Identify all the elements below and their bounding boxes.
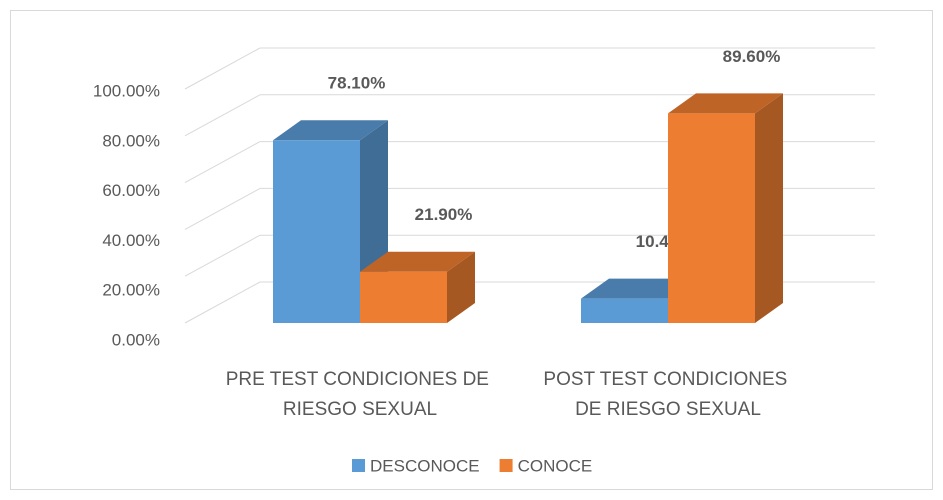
bar	[360, 251, 475, 323]
bar-side	[447, 251, 475, 323]
bar-side	[755, 93, 783, 323]
bar	[668, 93, 783, 323]
y-tick-label: 20.00%	[102, 281, 160, 300]
x-tick-label: POST TEST CONDICIONES DE RIESGO SEXUAL	[543, 369, 792, 420]
grid-line-side	[184, 47, 261, 90]
bar-top	[360, 251, 475, 272]
y-tick-label: 0.00%	[112, 330, 160, 349]
y-tick-label: 60.00%	[102, 181, 160, 200]
bar-top	[668, 93, 783, 114]
grid-line-side	[184, 94, 261, 137]
data-label: 21.90%	[415, 205, 473, 224]
legend-label: CONOCE	[518, 456, 593, 475]
grid-line-side	[184, 187, 261, 230]
legend-swatch	[499, 459, 513, 472]
legend-swatch	[352, 459, 365, 472]
grid-line-side	[184, 281, 261, 324]
bar-front	[668, 113, 755, 323]
y-tick-label: 100.00%	[93, 81, 160, 100]
y-tick-label: 40.00%	[102, 231, 160, 250]
bar-top	[273, 120, 388, 141]
grid-line-side	[184, 234, 261, 277]
bar-front	[360, 271, 447, 323]
bar-front	[581, 298, 668, 323]
y-tick-label: 80.00%	[102, 131, 160, 150]
grid-line-side	[184, 141, 261, 184]
data-label: 89.60%	[723, 47, 781, 66]
bar-front	[273, 140, 360, 323]
legend-label: DESCONOCE	[370, 456, 480, 475]
data-label: 78.10%	[328, 74, 386, 93]
bar-top	[581, 278, 696, 299]
x-tick-label: PRE TEST CONDICIONES DE RIESGO SEXUAL	[226, 369, 495, 420]
